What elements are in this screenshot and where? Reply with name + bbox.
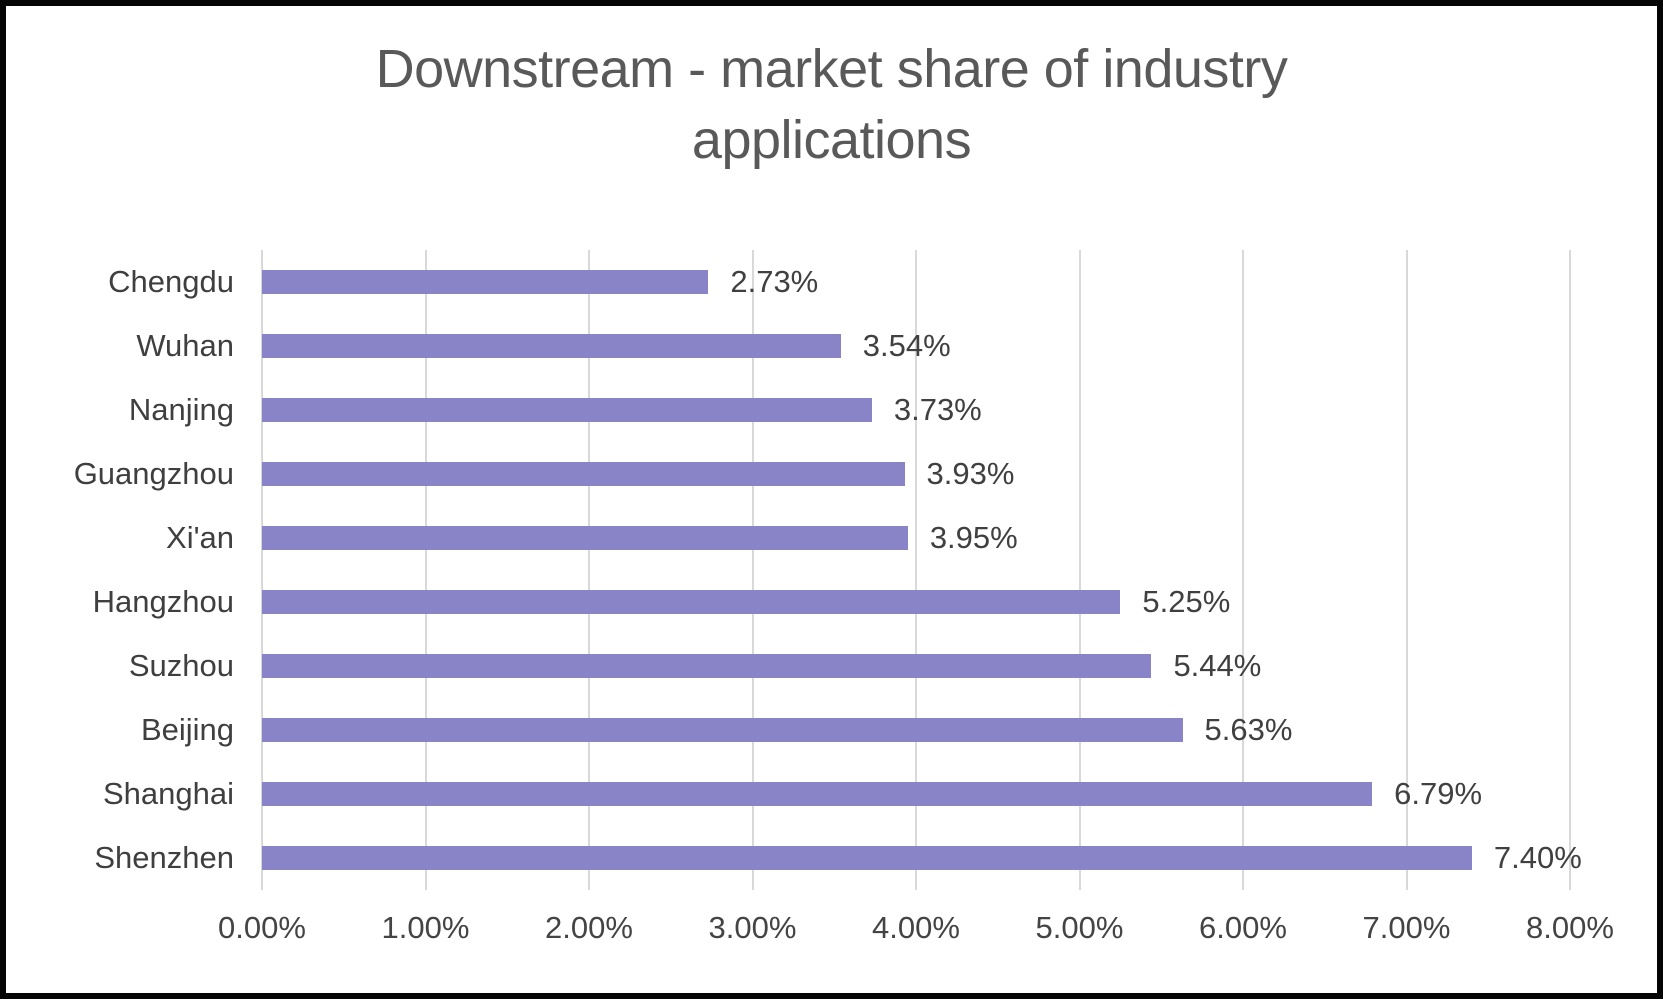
bar-value-label: 3.93% bbox=[926, 456, 1015, 491]
category-axis: Chengdu Wuhan Nanjing Guangzhou Xi'an Hangzho… bbox=[6, 250, 234, 890]
category-label: Wuhan bbox=[136, 328, 234, 363]
bar-row: 5.63% bbox=[262, 698, 1570, 762]
bar bbox=[262, 654, 1152, 678]
x-tick-label: 8.00% bbox=[1526, 910, 1614, 945]
gridline bbox=[1405, 250, 1408, 890]
x-tick-label: 1.00% bbox=[381, 910, 470, 945]
bar bbox=[262, 334, 841, 358]
x-tick-label: 5.00% bbox=[1035, 910, 1124, 945]
gridline bbox=[1569, 250, 1571, 890]
category-label: Shanghai bbox=[102, 776, 234, 811]
chart-title: Downstream - market share of industry ap… bbox=[375, 39, 1288, 171]
bar-value-label: 5.63% bbox=[1204, 712, 1293, 747]
x-tick-label: 4.00% bbox=[872, 910, 960, 945]
gridline bbox=[588, 250, 590, 890]
gridline bbox=[261, 250, 263, 890]
category-label: Guangzhou bbox=[73, 456, 234, 491]
bar bbox=[262, 270, 709, 294]
bar-row: 3.93% bbox=[262, 442, 1570, 506]
x-tick-label: 7.00% bbox=[1362, 910, 1451, 945]
bar-row: 5.44% bbox=[262, 634, 1570, 698]
x-tick-label: 6.00% bbox=[1199, 910, 1287, 945]
bar bbox=[262, 782, 1373, 806]
category-label: Chengdu bbox=[108, 264, 234, 299]
bar-value-label: 2.73% bbox=[730, 264, 819, 299]
bar bbox=[262, 718, 1183, 742]
category-label: Xi'an bbox=[166, 520, 234, 555]
bar bbox=[262, 398, 872, 422]
bar-value-label: 3.54% bbox=[862, 328, 951, 363]
bar-row: 3.73% bbox=[262, 378, 1570, 442]
category-label: Shenzhen bbox=[94, 840, 234, 875]
x-tick-label: 2.00% bbox=[545, 910, 633, 945]
category-label: Suzhou bbox=[128, 648, 234, 683]
x-tick-label: 3.00% bbox=[708, 910, 797, 945]
bar-value-label: 5.44% bbox=[1173, 648, 1262, 683]
bar bbox=[262, 462, 905, 486]
bar-row: 3.95% bbox=[262, 506, 1570, 570]
bar-value-label: 3.73% bbox=[893, 392, 982, 427]
x-axis: 0.00% 1.00% 2.00% 3.00% 4.00% 5.00% 6.00% 7.00%… bbox=[218, 902, 1614, 946]
bar-value-label: 3.95% bbox=[929, 520, 1018, 555]
bar-row: 5.25% bbox=[262, 570, 1570, 634]
category-label: Beijing bbox=[140, 712, 234, 747]
bar bbox=[262, 526, 908, 550]
plot-area: 2.73% 3.54% 3.73% 3.93% 3.95% 5.25% 5.44% 5.63%… bbox=[261, 250, 1582, 890]
bar bbox=[262, 846, 1472, 870]
bar-row: 2.73% bbox=[262, 250, 1570, 314]
gridline bbox=[1242, 250, 1244, 890]
bar-value-label: 7.40% bbox=[1493, 840, 1582, 875]
bar-value-label: 5.25% bbox=[1142, 584, 1231, 619]
chart-canvas: Chengdu Wuhan Nanjing Guangzhou Xi'an Hangzho… bbox=[6, 244, 1657, 984]
gridline bbox=[751, 250, 754, 890]
x-tick-label: 0.00% bbox=[218, 910, 306, 945]
gridline bbox=[1078, 250, 1081, 890]
bar-row: 6.79% bbox=[262, 762, 1570, 826]
category-label: Nanjing bbox=[128, 392, 234, 427]
gridline bbox=[915, 250, 917, 890]
bar-value-label: 6.79% bbox=[1394, 776, 1483, 811]
bar-row: 7.40% bbox=[262, 826, 1582, 890]
bar-row: 3.54% bbox=[262, 314, 1570, 378]
bar bbox=[262, 590, 1121, 614]
category-label: Hangzhou bbox=[92, 584, 234, 619]
gridline bbox=[424, 250, 427, 890]
